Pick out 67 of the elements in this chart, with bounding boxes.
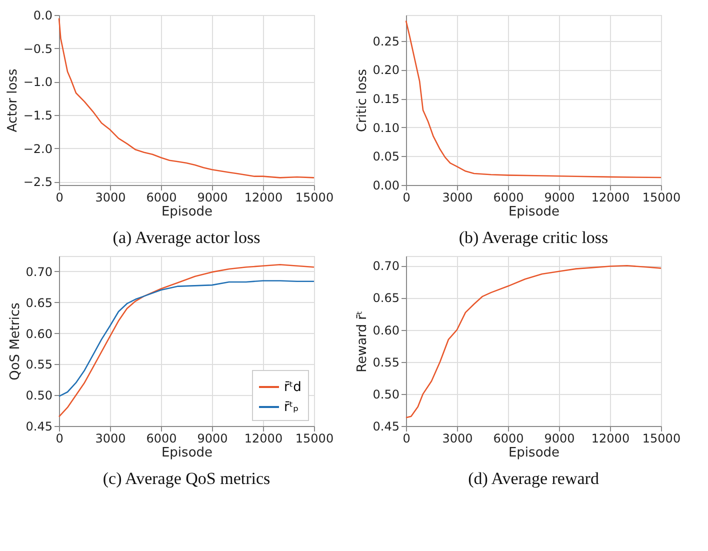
x-tick-label: 6000 bbox=[146, 190, 177, 204]
x-tick-label: 0 bbox=[402, 432, 410, 446]
x-tick-label: 6000 bbox=[146, 432, 177, 446]
y-tick-label: 0.55 bbox=[26, 358, 52, 372]
y-axis-title: QoS Metrics bbox=[8, 302, 23, 380]
x-tick-label: 6000 bbox=[493, 190, 524, 204]
x-tick-label: 0 bbox=[402, 190, 410, 204]
x-tick-label: 9000 bbox=[544, 190, 575, 204]
y-tick-label: 0.00 bbox=[372, 178, 400, 192]
y-tick-label: 0.05 bbox=[372, 150, 400, 164]
y-tick-label: 0.20 bbox=[372, 63, 400, 78]
text: (b) Average critic loss bbox=[458, 228, 608, 247]
y-tick-label: 0.0 bbox=[33, 8, 52, 22]
text: (c) Average QoS metrics bbox=[102, 469, 270, 488]
x-tick-label: 15000 bbox=[642, 190, 681, 204]
legend-label: r̄ᵗd bbox=[284, 380, 302, 395]
y-tick-label: 0.15 bbox=[372, 92, 400, 106]
y-tick-label: −0.5 bbox=[23, 42, 52, 56]
y-axis-title: Critic loss bbox=[354, 68, 370, 132]
y-axis-title: Actor loss bbox=[5, 68, 20, 132]
y-tick-label: 0.55 bbox=[372, 355, 400, 370]
x-tick-label: 15000 bbox=[295, 432, 334, 446]
y-tick-label: 0.60 bbox=[372, 323, 400, 338]
y-tick-label: −2.5 bbox=[23, 175, 52, 190]
line-series bbox=[58, 18, 315, 178]
x-tick-label: 3000 bbox=[95, 190, 126, 204]
y-axis-title: Reward r̄ᵗ bbox=[354, 310, 370, 372]
x-tick-label: 9000 bbox=[197, 190, 228, 204]
y-tick-label: 0.65 bbox=[372, 291, 400, 306]
x-axis-title: Episode bbox=[508, 204, 560, 220]
x-tick-label: 3000 bbox=[442, 432, 473, 446]
y-tick-label: 0.70 bbox=[26, 264, 52, 279]
y-tick-label: 0.70 bbox=[372, 259, 400, 274]
x-tick-label: 3000 bbox=[442, 190, 473, 204]
text: (a) Average actor loss bbox=[112, 228, 260, 247]
x-tick-label: 12000 bbox=[244, 432, 283, 446]
x-tick-label: 9000 bbox=[544, 432, 575, 446]
x-tick-label: 12000 bbox=[591, 190, 630, 204]
x-axis-title: Episode bbox=[161, 204, 213, 220]
y-tick-label: 0.60 bbox=[26, 326, 52, 341]
x-axis-title: Episode bbox=[161, 446, 213, 460]
line-series bbox=[405, 264, 662, 418]
x-tick-label: 15000 bbox=[642, 432, 681, 446]
y-tick-label: 0.25 bbox=[372, 34, 400, 48]
y-tick-label: −2.0 bbox=[23, 142, 52, 156]
x-tick-label: 15000 bbox=[295, 190, 334, 204]
x-tick-label: 12000 bbox=[591, 432, 630, 446]
legend-label: r̄ᵗₚ bbox=[284, 400, 299, 415]
x-tick-label: 6000 bbox=[493, 432, 524, 446]
x-tick-label: 3000 bbox=[95, 432, 126, 446]
y-tick-label: 0.10 bbox=[372, 120, 400, 135]
line-series bbox=[58, 264, 315, 418]
x-tick-label: 0 bbox=[56, 432, 64, 446]
x-tick-label: 12000 bbox=[244, 190, 283, 204]
text: (d) Average reward bbox=[468, 469, 600, 488]
line-series bbox=[58, 280, 315, 397]
y-tick-label: 0.65 bbox=[26, 296, 52, 310]
y-tick-label: 0.45 bbox=[372, 420, 400, 434]
x-tick-label: 0 bbox=[56, 190, 64, 204]
y-tick-label: −1.0 bbox=[23, 75, 52, 90]
line-series bbox=[405, 20, 662, 178]
y-tick-label: 0.45 bbox=[26, 420, 52, 434]
x-axis-title: Episode bbox=[508, 446, 560, 460]
y-tick-label: 0.50 bbox=[26, 388, 52, 403]
y-tick-label: 0.50 bbox=[372, 387, 400, 402]
x-tick-label: 9000 bbox=[197, 432, 228, 446]
y-tick-label: −1.5 bbox=[23, 108, 52, 122]
